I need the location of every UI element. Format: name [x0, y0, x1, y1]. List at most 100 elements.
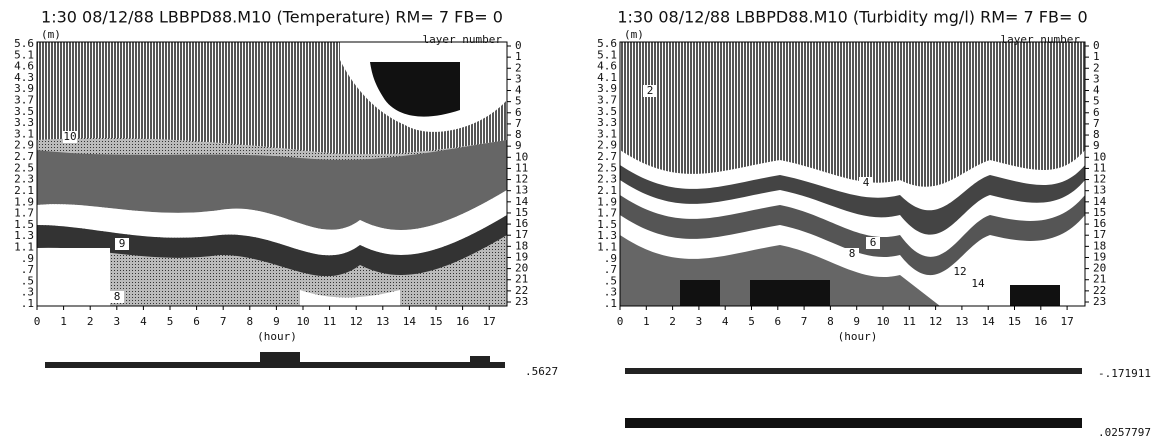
- x-tick-label: 16: [1034, 315, 1047, 328]
- strip-value: .5627: [525, 365, 558, 378]
- layer-number: 7: [1093, 117, 1100, 130]
- layer-number: 12: [515, 173, 528, 186]
- x-tick-label: 2: [669, 315, 676, 328]
- contour-label: 8: [114, 290, 121, 303]
- panel-title: 1:30 08/12/88 LBBPD88.M10 (Temperature) …: [41, 8, 503, 27]
- panel-title: 1:30 08/12/88 LBBPD88.M10 (Turbidity mg/…: [617, 8, 1087, 27]
- layer-number: 12: [1093, 173, 1106, 186]
- layer-number: 6: [1093, 106, 1100, 119]
- layer-number: 23: [1093, 295, 1106, 308]
- y-tick-label: 3.9: [597, 82, 617, 95]
- layer-number: 1: [515, 50, 522, 63]
- y-tick-label: 4.6: [14, 60, 34, 73]
- x-tick-label: 16: [456, 315, 469, 328]
- y-tick-label: 5.1: [597, 48, 617, 61]
- x-tick-label: 13: [376, 315, 389, 328]
- y-tick-label: 3.7: [597, 94, 617, 107]
- plot-frame: [619, 41, 1086, 307]
- layer-number: 16: [515, 217, 528, 230]
- layer-number: 15: [515, 206, 528, 219]
- y-tick-label: .7: [21, 263, 34, 276]
- x-tick-label: 12: [929, 315, 942, 328]
- y-tick-label: .5: [604, 274, 617, 287]
- layer-number: 10: [1093, 150, 1106, 163]
- layer-number: 8: [515, 128, 522, 141]
- y-tick-label: 1.5: [14, 218, 34, 231]
- x-tick-label: 2: [87, 315, 94, 328]
- y-tick-label: 2.3: [597, 173, 617, 186]
- y-tick-label: 3.3: [597, 116, 617, 129]
- strip: [625, 418, 1082, 428]
- x-tick-label: 7: [220, 315, 227, 328]
- layer-number: 18: [1093, 239, 1106, 252]
- y-tick-label: .9: [604, 252, 617, 265]
- x-label: (hour): [838, 330, 878, 343]
- y-tick-label: 2.5: [597, 161, 617, 174]
- right-label: layer number: [423, 33, 503, 46]
- label-bg: [845, 248, 859, 260]
- x-tick-label: 5: [167, 315, 174, 328]
- y-tick-label: 1.1: [14, 240, 34, 253]
- layer-number: 10: [515, 150, 528, 163]
- layer-number: 22: [515, 284, 528, 297]
- strip-value: .0257797: [1098, 426, 1151, 439]
- layer-number: 1: [1093, 50, 1100, 63]
- y-tick-label: 5.6: [14, 37, 34, 50]
- x-tick-label: 5: [748, 315, 755, 328]
- layer-number: 2: [1093, 61, 1100, 74]
- x-tick-label: 17: [483, 315, 496, 328]
- y-tick-label: .1: [21, 297, 34, 310]
- layer-number: 5: [515, 95, 522, 108]
- layer-number: 21: [515, 273, 528, 286]
- x-tick-label: 6: [193, 315, 200, 328]
- y-tick-label: 1.9: [597, 195, 617, 208]
- x-tick-label: 10: [876, 315, 889, 328]
- layer-number: 23: [515, 295, 528, 308]
- layer-number: 0: [1093, 39, 1100, 52]
- x-tick-label: 9: [853, 315, 860, 328]
- x-tick-label: 3: [696, 315, 703, 328]
- y-tick-label: 3.9: [14, 82, 34, 95]
- y-tick-label: .1: [604, 297, 617, 310]
- layer-number: 21: [1093, 273, 1106, 286]
- x-tick-label: 8: [246, 315, 253, 328]
- y-tick-label: 2.9: [14, 139, 34, 152]
- x-tick-label: 7: [801, 315, 808, 328]
- layer-number: 3: [1093, 72, 1100, 85]
- y-tick-label: 2.7: [597, 150, 617, 163]
- x-tick-label: 12: [350, 315, 363, 328]
- layer-number: 11: [515, 161, 528, 174]
- label-bg: [971, 278, 985, 290]
- layer-number: 9: [515, 139, 522, 152]
- y-tick-label: 2.7: [14, 150, 34, 163]
- strip-value: -.171911: [1098, 367, 1151, 380]
- layer-number: 2: [515, 61, 522, 74]
- y-tick-label: 3.5: [14, 105, 34, 118]
- x-tick-label: 15: [1008, 315, 1021, 328]
- y-tick-label: 3.1: [597, 127, 617, 140]
- y-tick-label: 5.6: [597, 37, 617, 50]
- y-tick-label: 3.1: [14, 127, 34, 140]
- contour-label: 6: [870, 236, 877, 249]
- x-tick-label: 13: [955, 315, 968, 328]
- y-tick-label: .7: [604, 263, 617, 276]
- x-tick-label: 14: [982, 315, 996, 328]
- layer-number: 6: [515, 106, 522, 119]
- y-tick-label: 2.5: [14, 161, 34, 174]
- x-tick-label: 17: [1060, 315, 1073, 328]
- y-tick-label: .9: [21, 252, 34, 265]
- y-tick-label: 1.3: [14, 229, 34, 242]
- y-tick-label: 2.1: [597, 184, 617, 197]
- layer-number: 20: [515, 262, 528, 275]
- contour-label: 9: [119, 237, 126, 250]
- temperature-contours: [37, 42, 507, 306]
- layer-number: 7: [515, 117, 522, 130]
- layer-number: 8: [1093, 128, 1100, 141]
- contour-label: 8: [849, 247, 856, 260]
- label-bg: [643, 85, 657, 97]
- contour-label: 2: [647, 84, 654, 97]
- layer-number: 0: [515, 39, 522, 52]
- x-tick-label: 1: [643, 315, 650, 328]
- x-tick-label: 0: [617, 315, 624, 328]
- x-tick-label: 4: [140, 315, 147, 328]
